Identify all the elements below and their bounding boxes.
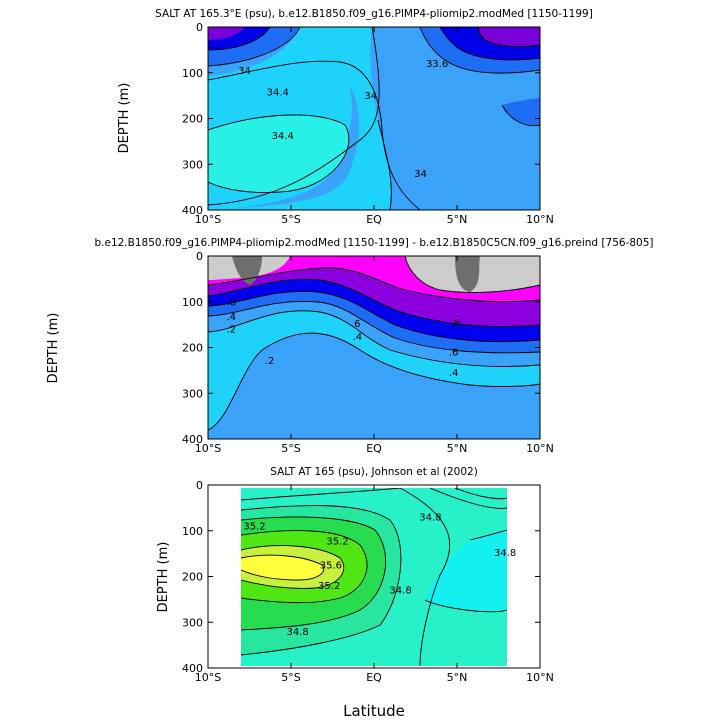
fill-band-33-4-east <box>478 27 540 47</box>
fill-band-34-4 <box>208 114 349 193</box>
fill-band-0-2 <box>208 333 540 439</box>
contour-label: .6 <box>351 319 361 330</box>
panel-3-contour-lines <box>241 488 507 666</box>
contour-label: .2 <box>265 356 275 367</box>
contour-label: 34 <box>364 91 377 102</box>
contour-label: 35.6 <box>320 561 342 572</box>
panel-3-ylabel: DEPTH (m) <box>156 542 171 613</box>
contour-label: 34 <box>238 66 251 77</box>
panel-3-contour-fills <box>241 488 507 666</box>
y-tick-label: 200 <box>182 113 203 126</box>
contour-label: 34.8 <box>287 627 309 638</box>
y-tick-label: 400 <box>182 433 203 446</box>
y-tick-label: 400 <box>182 204 203 217</box>
panel-2-contour-fills <box>208 256 540 439</box>
y-tick-label: 100 <box>182 296 203 309</box>
contour-label: 34.4 <box>272 131 294 142</box>
contour-label: 35.2 <box>318 581 340 592</box>
y-tick-label: 100 <box>182 67 203 80</box>
contour-label: 34.8 <box>389 586 411 597</box>
panel-1: SALT AT 165.3°E (psu), b.e12.B1850.f09_g… <box>117 8 593 226</box>
x-tick-label: 10°S <box>195 671 221 684</box>
y-tick-label: 0 <box>196 250 203 263</box>
contour-label: .4 <box>449 368 459 379</box>
y-tick-label: 400 <box>182 662 203 675</box>
fill-band-35-8 <box>241 555 324 580</box>
x-tick-label: 5°N <box>447 213 468 226</box>
y-tick-label: 300 <box>182 616 203 629</box>
contour-label: 35.2 <box>326 536 348 547</box>
panel-2-ylabel: DEPTH (m) <box>46 313 61 384</box>
contour-label: 34 <box>414 169 427 180</box>
x-tick-label: 5°N <box>447 671 468 684</box>
y-tick-label: 0 <box>196 479 203 492</box>
panel-3-contour-labels: 35.2 35.2 34.8 34.8 35.6 35.2 34.8 34.8 <box>243 513 516 638</box>
panel-1-contour-lines <box>208 27 540 210</box>
y-tick-label: 300 <box>182 387 203 400</box>
x-tick-label: 10°S <box>195 442 221 455</box>
x-tick-label: 10°N <box>526 213 554 226</box>
panel-1-axes: 10°S 5°S EQ 5°N 10°N 0 100 200 300 400 <box>182 21 554 226</box>
fill-band-1-4-east <box>455 256 480 292</box>
y-tick-label: 100 <box>182 525 203 538</box>
panel-3-axes: 10°S 5°S EQ 5°N 10°N 0 100 200 300 400 <box>182 479 554 684</box>
fill-band-east-patch <box>502 98 540 126</box>
contour-label: 33.6 <box>426 59 448 70</box>
y-tick-label: 200 <box>182 571 203 584</box>
x-tick-label: 5°S <box>281 442 300 455</box>
x-tick-label: 10°N <box>526 442 554 455</box>
panel-2: b.e12.B1850.f09_g16.PIMP4-pliomip2.modMe… <box>46 237 654 455</box>
x-tick-label: EQ <box>366 442 382 455</box>
x-tick-label: 10°N <box>526 671 554 684</box>
panel-1-contour-fills: 34 34.4 34.4 34 33.6 34 <box>208 27 540 210</box>
panel-2-contour-labels: .8 .4 .2 .2 .8 .6 .4 .6 .4 <box>226 297 460 379</box>
y-tick-label: 0 <box>196 21 203 34</box>
contour-label: 34.4 <box>267 87 289 98</box>
panel-1-contour-labels: 34 34.4 34.4 34 33.6 34 <box>238 59 448 180</box>
contour-label: 34.8 <box>419 513 441 524</box>
contour-label: 35.2 <box>243 522 265 533</box>
panel-3: SALT AT 165 (psu), Johnson et al (2002) <box>156 466 554 720</box>
panel-1-ylabel: DEPTH (m) <box>117 83 132 154</box>
x-tick-label: EQ <box>366 671 382 684</box>
contour-label: .4 <box>226 312 236 323</box>
x-tick-label: 5°N <box>447 442 468 455</box>
x-tick-label: 5°S <box>281 213 300 226</box>
contour-label: .4 <box>353 332 363 343</box>
contour-label: .8 <box>226 297 236 308</box>
contour-label: 34.8 <box>494 548 516 559</box>
fill-band-34-6 <box>425 530 507 612</box>
panel-2-title: b.e12.B1850.f09_g16.PIMP4-pliomip2.modMe… <box>94 237 653 249</box>
panel-1-title: SALT AT 165.3°E (psu), b.e12.B1850.f09_g… <box>155 8 593 20</box>
y-tick-label: 300 <box>182 158 203 171</box>
fill-band-33-4-west <box>208 27 245 40</box>
figure-xlabel: Latitude <box>343 702 405 720</box>
y-tick-label: 200 <box>182 342 203 355</box>
x-tick-label: 10°S <box>195 213 221 226</box>
panel-3-title: SALT AT 165 (psu), Johnson et al (2002) <box>270 466 478 478</box>
panel-2-contour-lines <box>208 256 540 431</box>
contour-label: .6 <box>449 348 459 359</box>
panel-2-axes: 10°S 5°S EQ 5°N 10°N 0 100 200 300 400 <box>182 250 554 455</box>
contour-label: .8 <box>451 318 461 329</box>
x-tick-label: 5°S <box>281 671 300 684</box>
contour-label: .2 <box>226 325 236 336</box>
x-tick-label: EQ <box>366 213 382 226</box>
